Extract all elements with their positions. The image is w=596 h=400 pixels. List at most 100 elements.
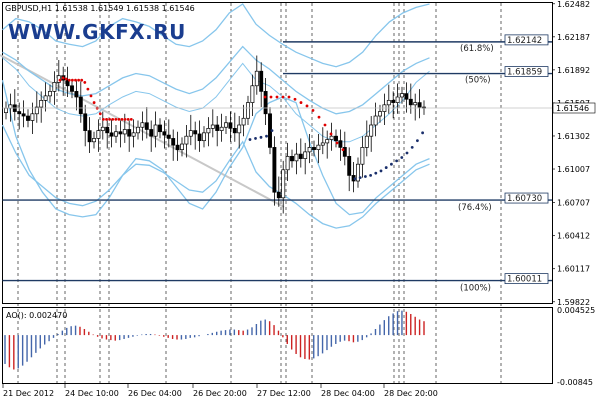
candle [118, 120, 123, 148]
sar-dot [305, 104, 309, 108]
parabolic-sar [58, 76, 424, 181]
candle-body [83, 113, 88, 131]
candle [285, 142, 290, 182]
candle [241, 104, 246, 137]
time-tick-label: 21 Dec 2012 [3, 389, 54, 398]
candle [34, 91, 39, 123]
sar-dot [379, 169, 383, 173]
sar-dot [120, 117, 124, 121]
sar-dot [129, 117, 133, 121]
candle [184, 124, 189, 158]
candle [87, 117, 92, 153]
price-tick-label: 1.62482 [557, 0, 590, 9]
candle-body [364, 135, 369, 148]
candle [400, 86, 404, 104]
candle-body [237, 124, 242, 134]
candle-body [52, 82, 57, 92]
candle [202, 126, 206, 148]
price-tick-label: 1.60412 [557, 232, 590, 241]
candle [228, 111, 233, 142]
fib-price-box [504, 66, 549, 77]
candle [232, 112, 237, 142]
candle-body [307, 147, 312, 153]
candle-body [303, 151, 308, 159]
candle-body [254, 70, 259, 87]
fib-percent: (61.8%) [460, 44, 494, 54]
price-tick-label: 1.61007 [557, 165, 590, 174]
price-panel[interactable] [2, 2, 553, 304]
sar-dot [270, 129, 274, 132]
sar-dot [311, 109, 315, 112]
fib-price: 1.60730 [507, 194, 542, 204]
candle [21, 100, 26, 128]
sar-dot [77, 78, 80, 82]
candle-body [65, 79, 70, 87]
candle [334, 129, 338, 148]
candle-body [408, 98, 413, 106]
candle-body [298, 153, 303, 159]
sar-dot [364, 175, 367, 178]
candle [263, 77, 268, 125]
sar-dot [416, 139, 419, 143]
candle-body [21, 113, 26, 117]
candle-body [175, 144, 180, 150]
sar-dot [317, 115, 321, 119]
candle-body [197, 133, 202, 142]
candle-body [193, 130, 198, 135]
price-tick-label: 1.60707 [557, 199, 590, 208]
candle [215, 116, 220, 147]
candle-body [395, 96, 400, 103]
candle-body [43, 95, 48, 101]
candle-body [105, 126, 110, 134]
candle [303, 142, 308, 175]
candle [364, 120, 369, 157]
sar-dot [323, 123, 327, 127]
candle-body [158, 124, 162, 133]
time-tick-label: 28 Dec 04:00 [321, 389, 375, 398]
current-price-label: 1.61546 [556, 104, 589, 113]
candle [312, 140, 316, 157]
candle-body [342, 147, 347, 157]
time-tick-label: 28 Dec 20:00 [384, 389, 438, 398]
candle-body [259, 70, 264, 92]
price-tick-label: 1.61302 [557, 132, 590, 141]
candle [413, 93, 418, 121]
candle-body [263, 91, 268, 115]
candle [52, 71, 57, 105]
fib-price-box [504, 273, 549, 285]
sar-dot [374, 171, 378, 175]
candle [175, 131, 180, 161]
candle-body [272, 147, 277, 193]
candle-body [184, 135, 189, 145]
sar-dot [405, 151, 409, 155]
candle [338, 129, 343, 161]
candle-body [144, 122, 149, 130]
candle [96, 119, 101, 152]
indicator-panel[interactable] [2, 307, 553, 384]
candle-body [250, 85, 255, 103]
candle [386, 84, 391, 114]
sar-dot [71, 78, 74, 82]
candle [39, 91, 44, 123]
candle [83, 104, 88, 147]
candle [360, 136, 365, 178]
time-axis: 21 Dec 2012 24 Dec 10:00 26 Dec 04:00 26 De… [2, 384, 438, 398]
sar-dot [281, 95, 285, 99]
candle [43, 82, 48, 112]
candle-body [378, 111, 382, 117]
candle [65, 66, 70, 97]
candle [294, 142, 299, 175]
candle [417, 89, 422, 119]
bollinger-band [2, 45, 430, 115]
candle-body [228, 122, 233, 129]
candle-body [246, 102, 250, 119]
sar-dot [108, 117, 111, 121]
candle-body [290, 156, 294, 162]
candle-body [316, 144, 321, 150]
sar-dot [400, 156, 404, 159]
candle [48, 84, 52, 103]
candle [237, 116, 242, 149]
candle-body [87, 130, 92, 143]
candle [180, 137, 184, 157]
